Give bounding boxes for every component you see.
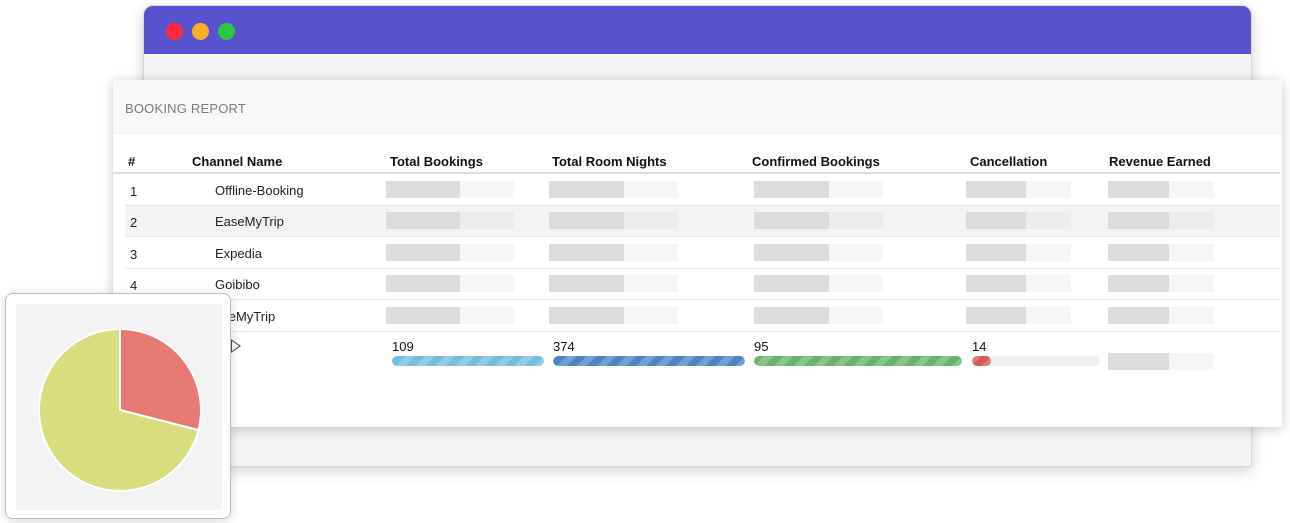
cancellation-placeholder [966, 181, 1071, 198]
table-header: # Channel Name Total Bookings Total Room… [113, 148, 1280, 174]
cancellation-placeholder [966, 244, 1071, 261]
column-header-channel-name[interactable]: Channel Name [192, 154, 283, 169]
revenue-placeholder [1108, 275, 1214, 292]
column-header-total-room-nights[interactable]: Total Room Nights [552, 154, 667, 169]
cancellation-progress-fill [972, 356, 992, 366]
total-room-nights-value: 374 [553, 339, 575, 354]
confirmed-bookings-placeholder [754, 212, 883, 229]
booking-report-card: BOOKING REPORT # Channel Name Total Book… [113, 80, 1282, 427]
row-number: 3 [130, 247, 138, 262]
confirmed-bookings-progress [754, 356, 962, 366]
channel-name: Expedia [215, 246, 262, 261]
cancellation-placeholder [966, 307, 1071, 324]
totals-row: 109 374 95 14 [113, 333, 1280, 373]
total-room-nights-progress [553, 356, 745, 366]
channel-name: Goibibo [215, 277, 260, 292]
room-nights-placeholder [549, 307, 678, 324]
row-number: 4 [130, 278, 138, 293]
cancellation-value: 14 [972, 339, 987, 354]
confirmed-bookings-progress-fill [754, 356, 962, 366]
column-header-total-bookings[interactable]: Total Bookings [390, 154, 483, 169]
cancellation-progress [972, 356, 1100, 366]
pie-chart-card [5, 293, 231, 519]
column-header-number[interactable]: # [128, 154, 136, 169]
total-bookings-placeholder [386, 307, 514, 324]
pie-chart [38, 327, 202, 492]
confirmed-bookings-placeholder [754, 181, 883, 198]
revenue-placeholder [1108, 244, 1214, 261]
total-bookings-placeholder [386, 275, 514, 292]
total-bookings-value: 109 [392, 339, 414, 354]
revenue-total-placeholder [1108, 353, 1214, 370]
cancellation-placeholder [966, 275, 1071, 292]
total-room-nights-progress-fill [553, 356, 745, 366]
browser-titlebar [144, 6, 1251, 54]
table-row[interactable]: 3 Expedia [125, 238, 1280, 269]
table-row[interactable]: 2 EaseMyTrip [125, 206, 1280, 237]
cancellation-placeholder [966, 212, 1071, 229]
confirmed-bookings-placeholder [754, 307, 883, 324]
row-number: 2 [130, 215, 138, 230]
confirmed-bookings-value: 95 [754, 339, 769, 354]
report-header: BOOKING REPORT [113, 80, 1282, 134]
total-bookings-placeholder [386, 244, 514, 261]
confirmed-bookings-placeholder [754, 244, 883, 261]
room-nights-placeholder [549, 212, 678, 229]
total-bookings-progress [392, 356, 544, 366]
channel-name: Offline-Booking [215, 183, 304, 198]
column-header-confirmed-bookings[interactable]: Confirmed Bookings [752, 154, 880, 169]
channel-name: EaseMyTrip [215, 214, 284, 229]
column-header-revenue-earned[interactable]: Revenue Earned [1109, 154, 1211, 169]
confirmed-bookings-placeholder [754, 275, 883, 292]
table-row[interactable]: 5 akeMyTrip [125, 301, 1280, 332]
pie-chart-area [16, 304, 222, 510]
table-row[interactable]: 1 Offline-Booking [125, 175, 1280, 206]
minimize-window-button[interactable] [192, 23, 209, 40]
report-title: BOOKING REPORT [125, 101, 247, 116]
room-nights-placeholder [549, 181, 678, 198]
expand-arrow-icon[interactable] [231, 339, 241, 353]
revenue-placeholder [1108, 307, 1214, 324]
column-header-cancellation[interactable]: Cancellation [970, 154, 1048, 169]
table-row[interactable]: 4 Goibibo [125, 269, 1280, 300]
room-nights-placeholder [549, 244, 678, 261]
close-window-button[interactable] [166, 23, 183, 40]
pie-slice-primary[interactable] [38, 327, 200, 492]
room-nights-placeholder [549, 275, 678, 292]
row-number: 1 [130, 184, 138, 199]
revenue-placeholder [1108, 181, 1214, 198]
total-bookings-placeholder [386, 212, 514, 229]
maximize-window-button[interactable] [218, 23, 235, 40]
revenue-placeholder [1108, 212, 1214, 229]
total-bookings-placeholder [386, 181, 514, 198]
pie-slice-secondary[interactable] [119, 327, 202, 432]
total-bookings-progress-fill [392, 356, 544, 366]
